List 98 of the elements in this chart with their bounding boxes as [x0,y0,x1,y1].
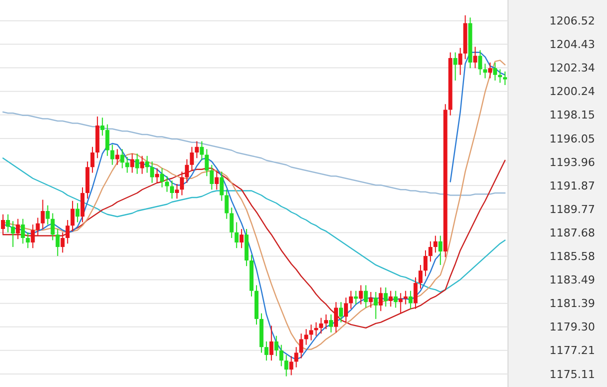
candlestick [428,240,432,262]
candlestick [110,144,114,166]
candlestick [299,333,304,359]
candlestick [424,250,428,277]
candlestick [334,302,338,333]
candlestick [364,284,368,308]
candlestick [488,62,492,79]
candlestick [170,180,174,200]
candlestick [70,200,75,232]
candlestick [16,218,20,240]
candlestick [473,46,478,69]
y-tick-label: 1202.34 [550,62,595,75]
candlestick [120,148,124,169]
candlestick [289,356,294,376]
candlestick [234,222,239,249]
y-tick-label: 1204.43 [550,38,595,52]
candlestick [220,171,224,202]
candlestick [180,171,184,196]
candlestick [10,220,15,248]
candlestick [66,219,70,244]
candlestick [60,232,65,254]
candlestick [130,153,134,174]
candlestick [20,218,25,244]
y-tick-label: 1198.15 [550,108,595,122]
candlestick [174,183,179,200]
y-tick-label: 1187.68 [550,226,595,240]
candlestick [348,290,353,310]
candlestick [190,146,194,171]
candlestick [6,214,10,233]
candlestick [200,140,204,161]
candlestick [394,290,398,308]
candlestick [50,212,55,241]
candlestick [240,228,244,249]
line-series [2,111,506,196]
candlestick [284,354,288,377]
candlestick [224,189,229,220]
candlestick [329,314,334,333]
candlestick [453,52,458,82]
candlestick [145,155,150,174]
candlestick [150,161,154,184]
candlestick [56,228,60,256]
y-tick-label: 1179.30 [550,320,595,334]
candlestick [269,325,274,362]
candlestick [274,335,278,357]
candlestick [214,171,219,190]
y-tick-label: 1193.96 [550,156,595,169]
y-tick-label: 1189.77 [550,202,595,216]
candlestick [204,148,209,177]
candlestick [503,71,508,86]
candlestick [135,153,140,174]
candlestick [493,62,498,82]
candlestick [344,297,348,323]
candlestick [0,214,5,236]
candlestick [105,124,110,156]
y-tick-label: 1200.24 [550,85,595,98]
candlestick [46,204,50,225]
candlestick [388,290,393,308]
candlestick [309,324,314,341]
candlestick [76,202,80,223]
candlestick [478,50,482,76]
candlestick [30,224,35,249]
candlestick [408,290,413,310]
candlestick [194,140,199,159]
candlestick [100,117,104,136]
y-tick-label: 1185.58 [550,250,595,264]
candlestick [279,344,284,367]
y-tick-label: 1183.49 [550,274,595,287]
candlestick [80,186,84,223]
candlestick [160,168,164,188]
y-tick-label: 1181.39 [550,297,595,310]
candlestick [368,291,373,308]
candlestick [304,328,308,346]
candlestick [115,148,120,166]
candlestick [458,47,462,76]
y-tick-label: 1191.87 [550,179,595,192]
candlestick [230,207,234,238]
candlestick [384,286,388,308]
y-tick-label: 1177.21 [550,344,595,358]
candlestick [36,217,40,236]
candlestick [26,232,30,249]
candlestick [90,146,94,174]
candlestick [184,158,189,184]
candlestick [398,292,403,314]
y-tick-label: 1175.11 [550,368,595,381]
candlestick [140,155,144,174]
candlestick [414,276,418,310]
candlestick [358,284,363,305]
candlestick [433,235,438,254]
y-tick-label: 1196.05 [550,132,595,146]
candlestick [324,314,328,330]
candlestick [264,340,268,362]
candlestick [339,302,343,323]
candlestick [165,176,169,192]
candlestick [374,291,378,320]
y-tick-label: 1206.52 [550,14,595,28]
candlestick [319,317,324,334]
candlestick [438,235,442,266]
candlestick [418,264,423,290]
